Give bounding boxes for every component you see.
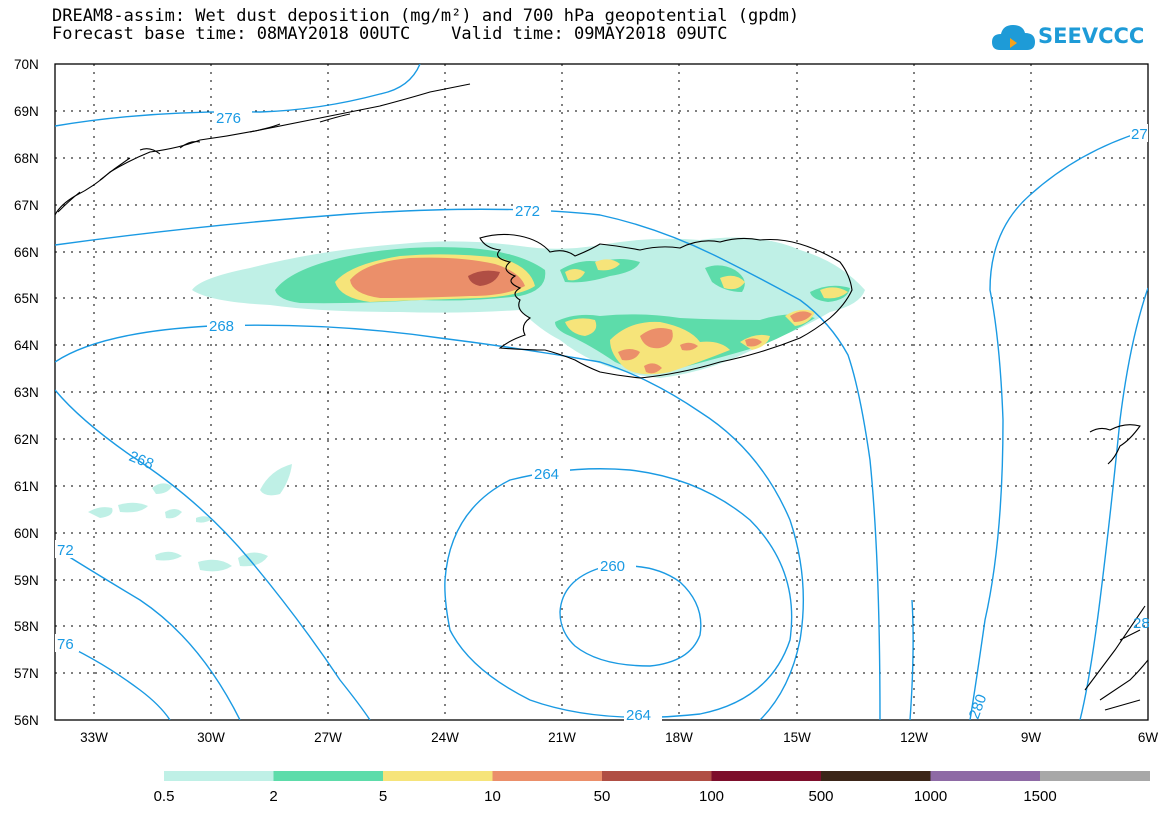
legend-label: 100 [699, 788, 724, 805]
lon-tick: 9W [1021, 730, 1042, 745]
lon-tick: 27W [314, 730, 342, 745]
coastlines [55, 83, 1148, 711]
graticule [55, 64, 1148, 720]
legend-swatch [821, 771, 931, 781]
contour-label: 268 [209, 318, 234, 335]
contour-label: 76 [57, 636, 74, 653]
legend-swatch [273, 771, 384, 781]
legend-label: 10 [484, 788, 501, 805]
color-legend: 0.5 2 5 10 50 100 500 1000 1500 [154, 771, 1150, 805]
dust-deposition-field [88, 237, 865, 572]
lon-tick: 21W [548, 730, 576, 745]
lat-tick: 58N [14, 619, 39, 634]
lon-tick: 18W [665, 730, 693, 745]
lat-tick: 56N [14, 713, 39, 728]
lon-tick: 15W [783, 730, 811, 745]
lat-tick: 57N [14, 666, 39, 681]
legend-label: 5 [379, 788, 387, 805]
legend-label: 500 [808, 788, 833, 805]
lat-tick: 60N [14, 526, 39, 541]
seevccc-logo: SEEVCCC [990, 20, 1144, 56]
contour-label: 264 [534, 466, 559, 483]
legend-label: 1500 [1023, 788, 1056, 805]
contour-label: 260 [600, 558, 625, 575]
map-title: DREAM8-assim: Wet dust deposition (mg/m²… [52, 6, 800, 26]
legend-swatch [711, 771, 822, 781]
longitude-axis: 33W 30W 27W 24W 21W 18W 15W 12W 9W 6W [80, 730, 1158, 745]
contour-label: 27 [1131, 126, 1148, 143]
lat-tick: 70N [14, 57, 39, 72]
contour-label: 272 [515, 203, 540, 220]
contour-label: 276 [216, 110, 241, 127]
lat-tick: 65N [14, 291, 39, 306]
legend-swatch [383, 771, 493, 781]
legend-label: 2 [269, 788, 277, 805]
legend-swatch [164, 771, 274, 781]
lon-tick: 33W [80, 730, 108, 745]
contour-label: 72 [57, 542, 74, 559]
contour-label: 264 [626, 707, 651, 724]
contour-label: 28 [1133, 615, 1150, 632]
legend-label: 50 [594, 788, 611, 805]
contour-labels: 276 272 268 268 264 260 264 72 76 280 27… [55, 108, 1150, 724]
lat-tick: 62N [14, 432, 39, 447]
lat-tick: 64N [14, 338, 39, 353]
lat-tick: 66N [14, 245, 39, 260]
legend-swatch [1040, 771, 1150, 781]
latitude-axis: 70N 69N 68N 67N 66N 65N 64N 63N 62N 61N … [14, 57, 39, 728]
lon-tick: 12W [900, 730, 928, 745]
cloud-icon [992, 25, 1035, 50]
legend-label: 0.5 [154, 788, 175, 805]
lat-tick: 63N [14, 385, 39, 400]
lon-tick: 30W [197, 730, 225, 745]
map-frame [54, 63, 1149, 721]
legend-swatch [492, 771, 603, 781]
lat-tick: 61N [14, 479, 39, 494]
lat-tick: 67N [14, 198, 39, 213]
logo-text: SEEVCCC [1038, 24, 1145, 48]
legend-swatch [930, 771, 1041, 781]
lat-tick: 59N [14, 573, 39, 588]
lon-tick: 6W [1138, 730, 1159, 745]
legend-label: 1000 [914, 788, 947, 805]
lon-tick: 24W [431, 730, 459, 745]
legend-swatch [602, 771, 712, 781]
lat-tick: 69N [14, 104, 39, 119]
map-subtitle: Forecast base time: 08MAY2018 00UTC Vali… [52, 24, 728, 44]
lat-tick: 68N [14, 151, 39, 166]
